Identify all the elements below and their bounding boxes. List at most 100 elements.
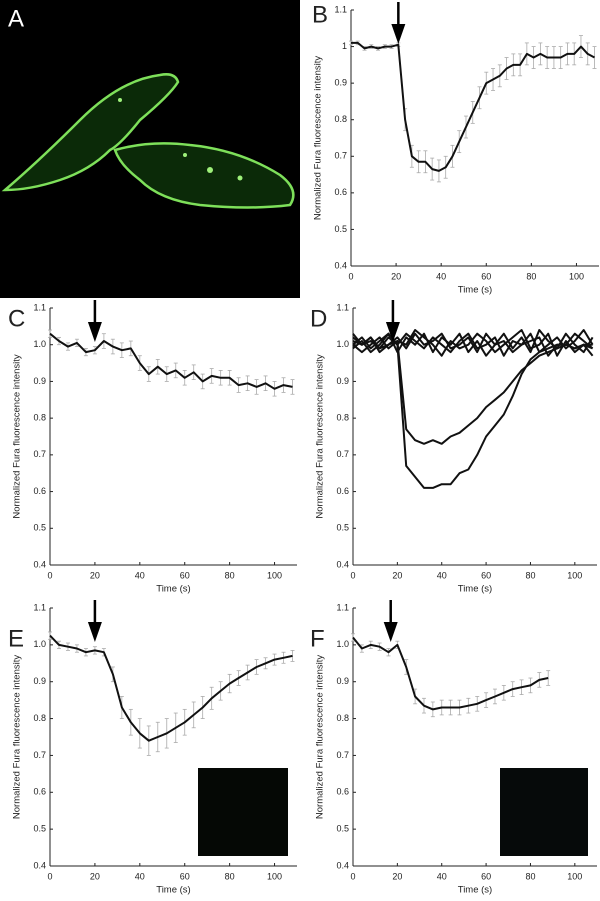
panel: E 0.4 0.5 0.6 0.7 0.8 0.9 1.0 1.1 0 20 40 60 80 100 Tim… (8, 600, 297, 896)
inset-image (500, 768, 588, 856)
data-line (352, 332, 593, 489)
stimulus-arrow (391, 2, 406, 44)
stimulus-arrow (87, 300, 102, 342)
x-tick-label: 0 (47, 570, 52, 580)
y-tick-label: 0.5 (334, 224, 347, 234)
x-tick-label: 40 (135, 871, 145, 881)
x-tick-label: 100 (567, 871, 582, 881)
arrow-head (391, 24, 406, 44)
y-tick-label: 1 (342, 41, 347, 51)
y-tick-label: 1.0 (336, 339, 349, 349)
y-tick-label: 0.9 (334, 78, 347, 88)
y-tick-label: 0.5 (33, 523, 46, 533)
x-axis-label: Time (s) (458, 285, 492, 296)
y-tick-label: 0.8 (334, 114, 347, 124)
panel: F 0.4 0.5 0.6 0.7 0.8 0.9 1.0 1.1 0 20 40 60 80 100 Tim… (310, 600, 597, 896)
y-tick-label: 0.6 (33, 787, 46, 797)
arrow-head (87, 322, 102, 342)
x-axis-label: Time (s) (458, 885, 492, 896)
y-tick-label: 0.5 (33, 824, 46, 834)
y-tick-label: 0.5 (336, 824, 349, 834)
x-tick-label: 100 (267, 871, 282, 881)
y-axis-label: Normalized Fura fluorescence intensity (313, 56, 324, 220)
y-axis-label: Normalized Fura fluorescence intensity (12, 655, 23, 819)
stimulus-arrow (385, 300, 400, 342)
y-tick-label: 1.1 (334, 4, 347, 14)
y-tick-label: 0.4 (334, 260, 347, 270)
vesicle (183, 153, 187, 157)
x-tick-label: 60 (180, 871, 190, 881)
y-tick-label: 0.7 (334, 151, 347, 161)
stimulus-arrow (383, 600, 398, 642)
y-tick-label: 0.9 (336, 676, 349, 686)
cell-outline (113, 142, 295, 209)
error-bar (290, 379, 295, 395)
panel-label: F (310, 625, 325, 652)
data-line (352, 336, 593, 445)
vesicle (237, 175, 243, 181)
y-tick-label: 1.1 (336, 302, 349, 312)
arrow-head (87, 622, 102, 642)
y-tick-label: 0.8 (336, 413, 349, 423)
x-axis-label: Time (s) (156, 584, 190, 595)
x-tick-label: 40 (135, 570, 145, 580)
x-tick-label: 0 (47, 871, 52, 881)
x-tick-label: 60 (180, 570, 190, 580)
x-tick-label: 100 (567, 570, 582, 580)
x-tick-label: 0 (350, 871, 355, 881)
y-tick-label: 0.7 (33, 750, 46, 760)
y-tick-label: 0.4 (336, 559, 349, 569)
x-tick-label: 20 (391, 271, 401, 281)
y-axis-label: Normalized Fura fluorescence intensity (315, 655, 326, 819)
y-tick-label: 1.0 (336, 639, 349, 649)
y-tick-label: 0.9 (33, 676, 46, 686)
panel-label: C (8, 305, 25, 332)
micrograph: A (0, 0, 300, 298)
x-tick-label: 80 (525, 570, 535, 580)
error-bar (592, 46, 597, 69)
y-tick-label: 0.8 (336, 713, 349, 723)
y-tick-label: 0.6 (336, 486, 349, 496)
y-tick-label: 0.9 (336, 376, 349, 386)
arrow-head (385, 322, 400, 342)
y-tick-label: 0.5 (336, 523, 349, 533)
data-line (352, 636, 549, 711)
y-tick-label: 0.8 (33, 413, 46, 423)
vesicle (118, 98, 122, 102)
panel-label: D (310, 305, 327, 332)
x-tick-label: 60 (481, 570, 491, 580)
y-tick-label: 1.1 (336, 602, 349, 612)
x-tick-label: 60 (481, 871, 491, 881)
y-tick-label: 1.1 (33, 602, 46, 612)
x-tick-label: 80 (526, 271, 536, 281)
stimulus-arrow (87, 600, 102, 642)
y-tick-label: 1.1 (33, 302, 46, 312)
x-tick-label: 20 (90, 871, 100, 881)
arrow-head (383, 622, 398, 642)
x-tick-label: 80 (525, 871, 535, 881)
y-tick-label: 1.0 (33, 639, 46, 649)
x-tick-label: 40 (437, 570, 447, 580)
x-tick-label: 100 (569, 271, 584, 281)
vesicle (207, 167, 213, 173)
x-tick-label: 80 (225, 570, 235, 580)
x-axis-label: Time (s) (458, 584, 492, 595)
x-axis-label: Time (s) (156, 885, 190, 896)
x-tick-label: 40 (436, 271, 446, 281)
y-tick-label: 0.6 (334, 187, 347, 197)
panel-label: E (8, 625, 24, 652)
y-tick-label: 0.8 (33, 713, 46, 723)
y-tick-label: 0.7 (336, 750, 349, 760)
x-tick-label: 0 (348, 271, 353, 281)
error-bar (351, 633, 355, 642)
x-tick-label: 40 (437, 871, 447, 881)
y-tick-label: 0.7 (336, 449, 349, 459)
y-tick-label: 1.0 (33, 339, 46, 349)
data-line (49, 634, 293, 742)
x-tick-label: 60 (481, 271, 491, 281)
y-tick-label: 0.4 (336, 860, 349, 870)
data-line (49, 332, 293, 390)
panel-label: A (8, 5, 24, 32)
y-tick-label: 0.7 (33, 449, 46, 459)
panel: D 0.4 0.5 0.6 0.7 0.8 0.9 1.0 1.1 0 20 40 60 80 100 Tim… (310, 300, 597, 595)
